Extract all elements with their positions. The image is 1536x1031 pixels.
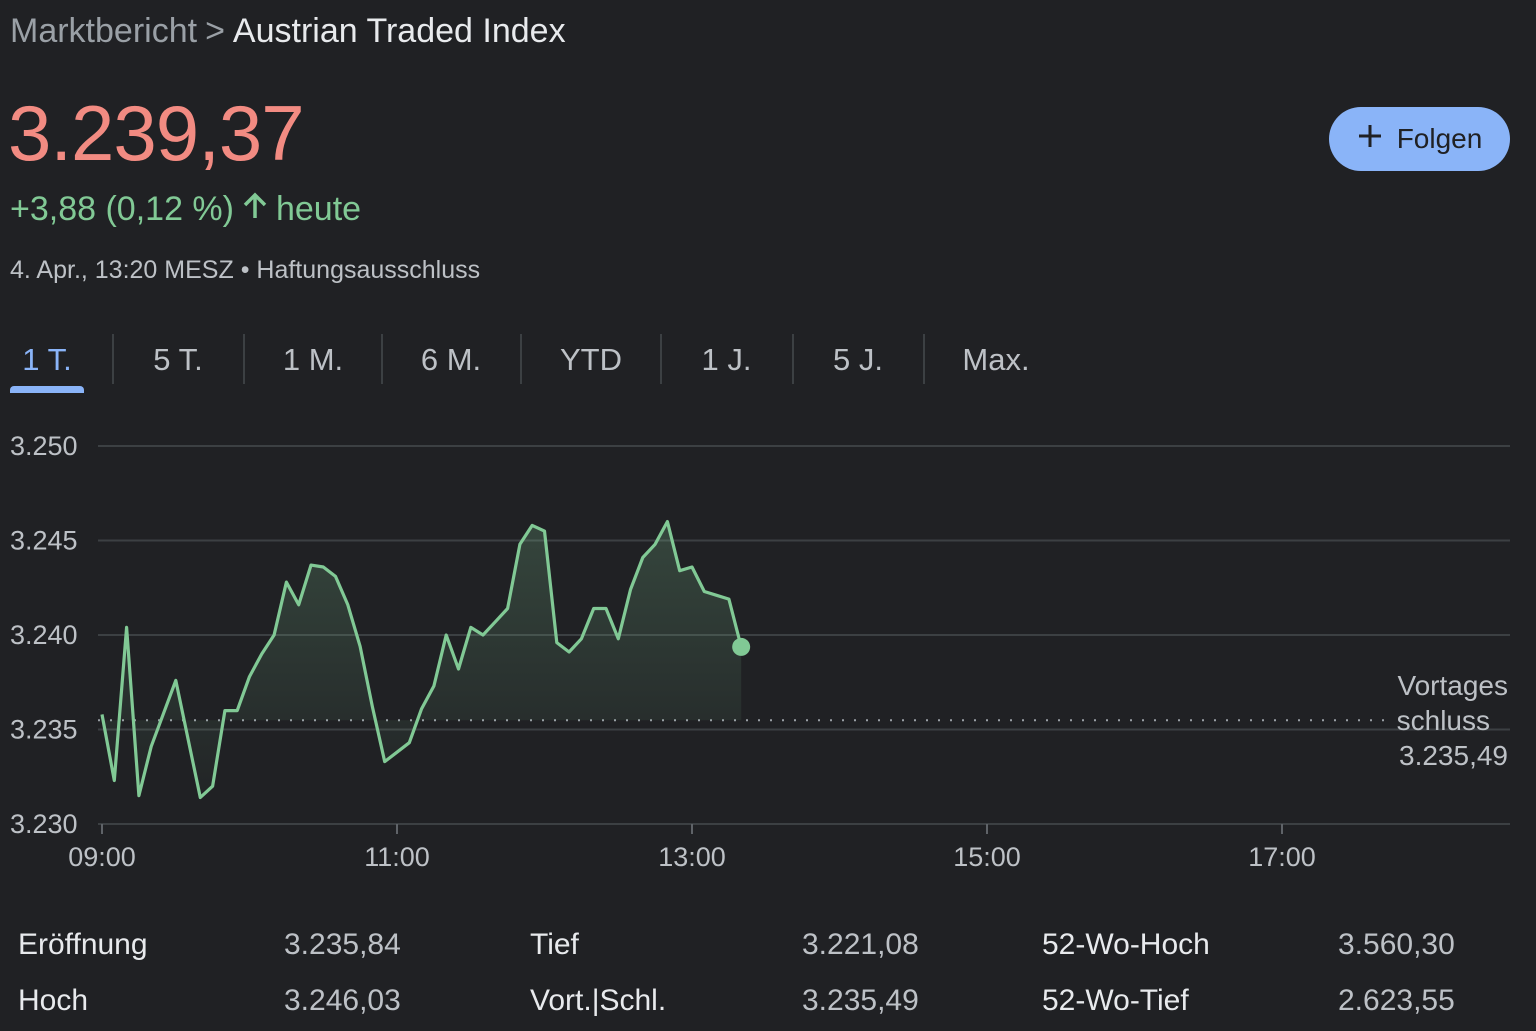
price-change-period: heute bbox=[275, 190, 362, 228]
stat-value: 3.235,49 bbox=[802, 984, 919, 1017]
tab-6-months[interactable]: 6 M. bbox=[420, 342, 482, 377]
tab-divider bbox=[923, 334, 925, 384]
x-tick-label: 11:00 bbox=[364, 842, 430, 872]
breadcrumb-current: Austrian Traded Index bbox=[232, 12, 566, 50]
stat-value: 3.235,84 bbox=[284, 928, 401, 961]
stat-value: 3.560,30 bbox=[1338, 928, 1455, 961]
price-chart[interactable]: 3.250 3.245 3.240 3.235 3.230 09:00 11:00 13:0… bbox=[0, 410, 1536, 890]
quote-timestamp: 4. Apr., 13:20 MESZ bbox=[10, 256, 234, 284]
x-tick-label: 13:00 bbox=[658, 842, 726, 872]
y-tick-label: 3.250 bbox=[10, 431, 78, 461]
x-tick-label: 17:00 bbox=[1248, 842, 1316, 872]
stat-label: Eröffnung bbox=[18, 928, 148, 961]
x-tick-label: 09:00 bbox=[68, 842, 136, 872]
stat-label: Hoch bbox=[18, 984, 89, 1017]
stat-value: 3.246,03 bbox=[284, 984, 401, 1017]
meta-separator: • bbox=[240, 256, 250, 284]
previous-close-label: schluss bbox=[1397, 705, 1490, 736]
x-tick-label: 15:00 bbox=[953, 842, 1021, 872]
stat-value: 3.221,08 bbox=[802, 928, 919, 961]
previous-close-value: 3.235,49 bbox=[1399, 740, 1508, 771]
stat-label: 52-Wo-Tief bbox=[1042, 984, 1189, 1017]
tab-5-years[interactable]: 5 J. bbox=[833, 342, 883, 377]
last-price-marker bbox=[732, 637, 751, 656]
stat-label: Vort.|Schl. bbox=[530, 984, 667, 1017]
tab-divider bbox=[660, 334, 662, 384]
price-change-value: +3,88 (0,12 %) bbox=[10, 190, 234, 228]
y-tick-label: 3.235 bbox=[10, 715, 78, 745]
tab-5-days[interactable]: 5 T. bbox=[153, 342, 203, 377]
tab-max[interactable]: Max. bbox=[962, 342, 1030, 377]
tab-divider bbox=[243, 334, 245, 384]
series-line bbox=[100, 520, 743, 800]
series-area bbox=[102, 521, 742, 798]
tab-divider bbox=[520, 334, 522, 384]
quote-meta: 4. Apr., 13:20 MESZ • Haftungsausschluss bbox=[10, 256, 480, 285]
stat-value: 2.623,55 bbox=[1338, 984, 1455, 1017]
breadcrumb-parent-link[interactable]: Marktbericht bbox=[10, 12, 198, 50]
y-tick-label: 3.230 bbox=[10, 809, 78, 839]
tab-ytd[interactable]: YTD bbox=[560, 342, 622, 377]
y-tick-label: 3.245 bbox=[10, 526, 78, 556]
breadcrumb-separator: > bbox=[205, 12, 225, 50]
tab-divider bbox=[381, 334, 383, 384]
tab-1-month[interactable]: 1 M. bbox=[282, 342, 344, 377]
plus-icon bbox=[1357, 118, 1383, 156]
follow-button-label: Folgen bbox=[1396, 123, 1483, 154]
tab-1-day[interactable]: 1 T. bbox=[22, 342, 72, 377]
price-change: +3,88 (0,12 %) heute bbox=[10, 190, 361, 229]
y-tick-label: 3.240 bbox=[10, 620, 78, 650]
previous-close-label: Vortages bbox=[1397, 670, 1508, 701]
tab-divider bbox=[792, 334, 794, 384]
disclaimer-link[interactable]: Haftungsausschluss bbox=[256, 256, 481, 284]
tab-divider bbox=[112, 334, 114, 384]
breadcrumb: Marktbericht > Austrian Traded Index bbox=[10, 12, 566, 51]
stat-label: 52-Wo-Hoch bbox=[1042, 928, 1210, 961]
tab-1-year[interactable]: 1 J. bbox=[701, 342, 752, 377]
active-tab-indicator bbox=[10, 386, 84, 393]
follow-button[interactable]: Folgen bbox=[1329, 107, 1510, 171]
arrow-up-icon bbox=[242, 190, 268, 229]
stat-label: Tief bbox=[530, 928, 579, 961]
current-price: 3.239,37 bbox=[8, 89, 305, 177]
